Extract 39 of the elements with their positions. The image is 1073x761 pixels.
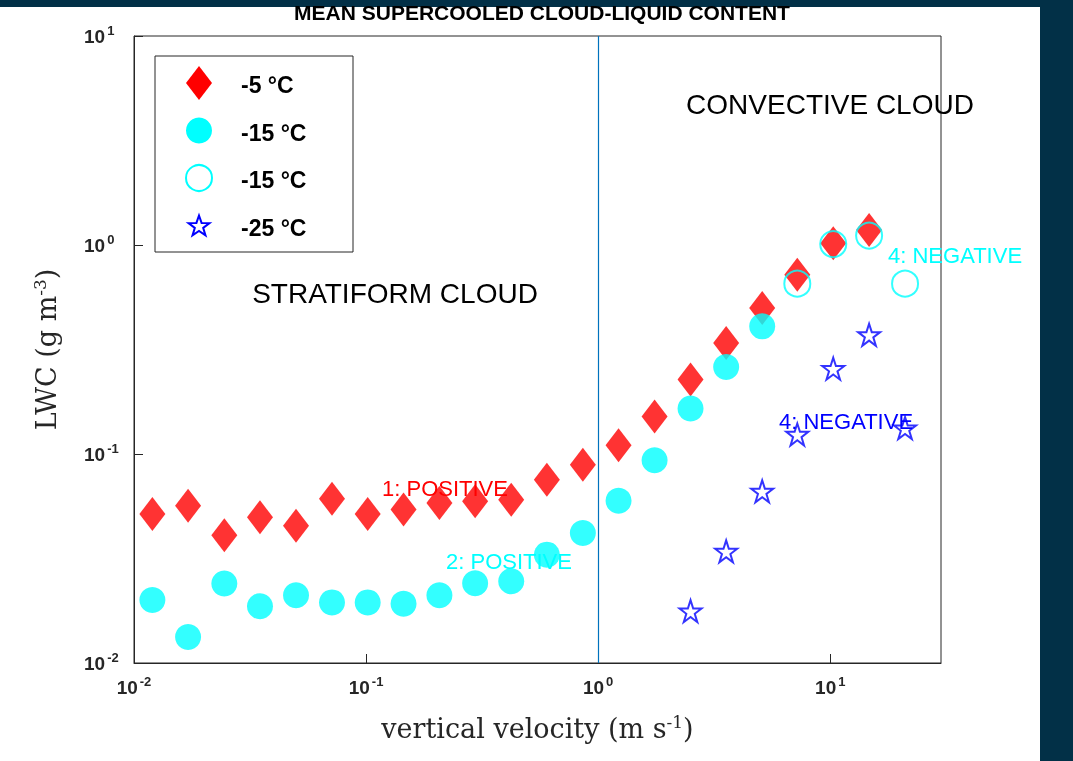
point — [319, 589, 345, 616]
point — [354, 589, 381, 616]
point — [354, 497, 381, 532]
point — [175, 488, 202, 523]
point — [605, 487, 632, 514]
point — [211, 518, 238, 553]
point — [641, 447, 668, 474]
point — [426, 582, 453, 609]
point — [641, 399, 668, 434]
point — [569, 519, 596, 546]
y-axis-title: LWC (g m-3) — [29, 268, 62, 431]
point — [498, 568, 525, 595]
point — [390, 590, 417, 617]
point — [462, 570, 489, 597]
annotation: STRATIFORM CLOUD — [252, 277, 538, 309]
point — [318, 481, 345, 516]
point — [677, 362, 704, 397]
legend-label: -5 °C — [241, 72, 294, 98]
point — [283, 508, 310, 543]
legend-label: -15 °C — [241, 119, 307, 146]
point — [246, 500, 273, 535]
annotation: 1: POSITIVE — [382, 475, 508, 501]
point — [139, 497, 166, 532]
point — [605, 428, 632, 463]
point — [211, 570, 238, 597]
point — [677, 395, 704, 422]
point — [749, 313, 776, 340]
legend-label: -15 °C — [241, 167, 307, 193]
point — [139, 587, 166, 614]
annotation: 4: NEGATIVE — [888, 242, 1023, 268]
legend-label: -25 °C — [241, 214, 307, 241]
annotation: CONVECTIVE CLOUD — [686, 88, 974, 120]
point — [247, 593, 273, 620]
point — [569, 447, 596, 482]
point — [713, 353, 740, 380]
point — [533, 462, 560, 497]
chart-title: MEAN SUPERCOOLED CLOUD-LIQUID CONTENT — [294, 1, 791, 24]
point — [175, 624, 202, 651]
point — [283, 582, 310, 609]
